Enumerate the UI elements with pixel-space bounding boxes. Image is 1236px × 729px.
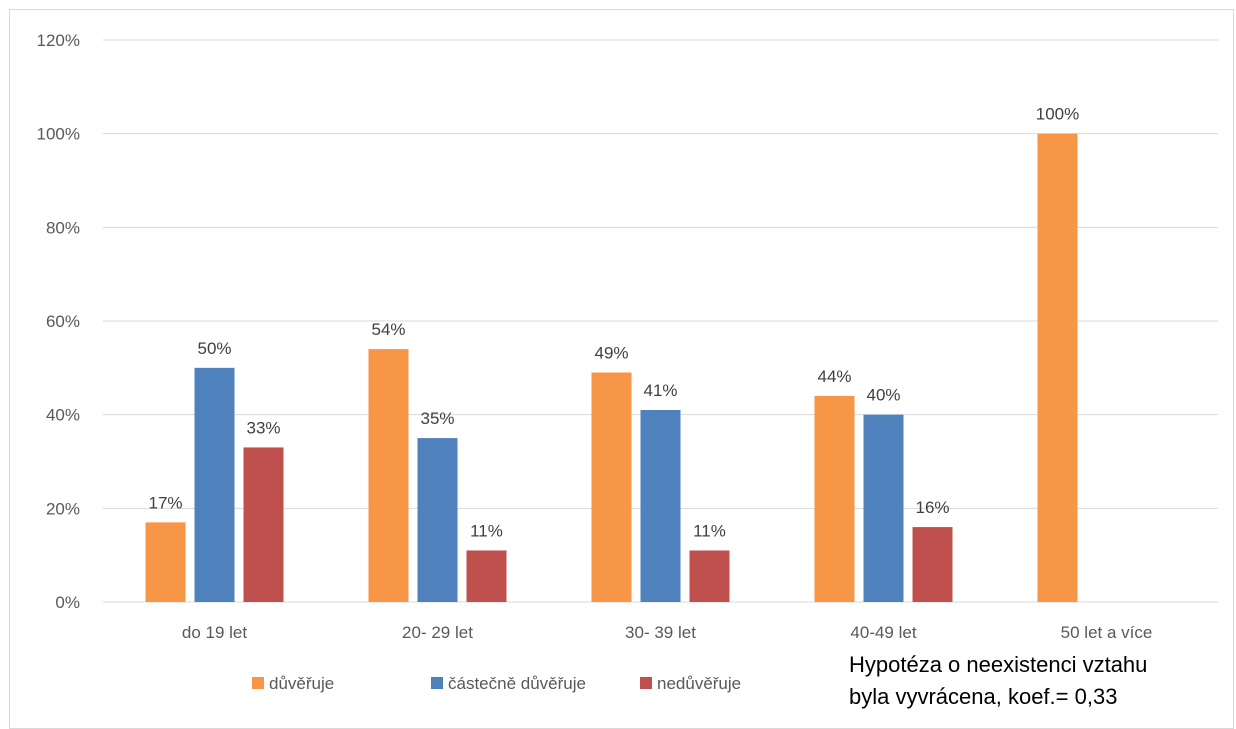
- y-tick-label: 100%: [37, 125, 80, 144]
- legend-swatch: [431, 677, 443, 689]
- legend-label: důvěřuje: [269, 674, 334, 693]
- y-axis-ticks: 0% 20% 40% 60% 80% 100% 120%: [37, 31, 80, 612]
- data-label: 40%: [866, 386, 900, 405]
- legend-label: částečně důvěřuje: [448, 674, 586, 693]
- y-tick-label: 80%: [46, 218, 80, 237]
- data-label: 33%: [246, 418, 280, 437]
- legend: důvěřuje částečně důvěřuje nedůvěřuje: [252, 674, 741, 693]
- hypothesis-note: Hypotéza o neexistenci vztahu byla vyvrá…: [849, 649, 1147, 713]
- x-tick-label: 30- 39 let: [625, 623, 696, 642]
- data-label: 49%: [594, 344, 628, 363]
- bar-castecne-duveruje: [863, 414, 904, 602]
- legend-swatch: [640, 677, 652, 689]
- data-label: 44%: [817, 367, 851, 386]
- data-label: 17%: [148, 493, 182, 512]
- bar-castecne-duveruje: [640, 409, 681, 602]
- note-line-2: byla vyvrácena, koef.= 0,33: [849, 684, 1118, 709]
- legend-label: nedůvěřuje: [657, 674, 741, 693]
- legend-swatch: [252, 677, 264, 689]
- x-tick-label: 50 let a více: [1061, 623, 1153, 642]
- bar-duveruje: [145, 522, 186, 602]
- y-tick-label: 60%: [46, 312, 80, 331]
- note-line-1: Hypotéza o neexistenci vztahu: [849, 652, 1148, 677]
- data-label: 11%: [693, 521, 726, 540]
- bar-castecne-duveruje: [417, 438, 458, 602]
- bar-duveruje: [591, 372, 632, 602]
- bar-duveruje: [1037, 133, 1078, 602]
- bar-neduveruje: [912, 527, 953, 602]
- bar-neduveruje: [466, 550, 507, 602]
- data-label: 50%: [197, 339, 231, 358]
- x-tick-label: do 19 let: [182, 623, 247, 642]
- bar-neduveruje: [689, 550, 730, 602]
- data-label: 16%: [915, 498, 949, 517]
- bar-neduveruje: [243, 447, 284, 602]
- x-axis-ticks: do 19 let 20- 29 let 30- 39 let 40-49 let 50…: [182, 623, 1152, 642]
- data-labels: 17% 50% 33% 54% 35% 11% 49% 41% 11% 44% 40% 16% 100%: [148, 105, 1079, 541]
- data-label: 100%: [1036, 105, 1079, 124]
- y-tick-label: 120%: [37, 31, 80, 50]
- data-label: 54%: [371, 320, 405, 339]
- y-tick-label: 20%: [46, 499, 80, 518]
- data-label: 11%: [470, 521, 503, 540]
- y-tick-label: 40%: [46, 406, 80, 425]
- bar-castecne-duveruje: [194, 367, 235, 602]
- x-tick-label: 20- 29 let: [402, 623, 473, 642]
- gridlines: [103, 39, 1218, 603]
- x-tick-label: 40-49 let: [850, 623, 916, 642]
- data-label: 41%: [643, 381, 677, 400]
- bar-duveruje: [814, 395, 855, 602]
- bars: [145, 133, 1078, 602]
- data-label: 35%: [420, 409, 454, 428]
- y-tick-label: 0%: [55, 593, 80, 612]
- bar-duveruje: [368, 349, 409, 602]
